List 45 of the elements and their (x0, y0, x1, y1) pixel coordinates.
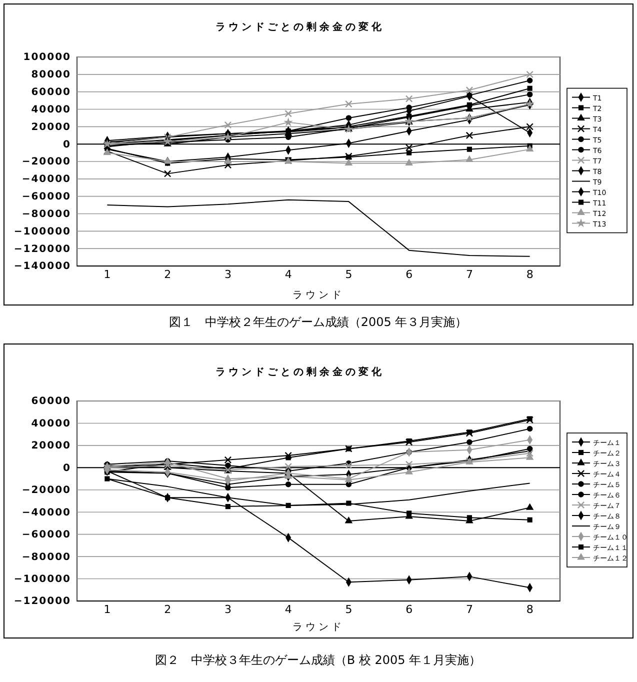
y-tick-label: −80000 (22, 208, 71, 220)
x-tick-label: 4 (284, 602, 292, 616)
y-tick-label: 20000 (31, 440, 71, 452)
x-tick-label: 8 (526, 268, 534, 281)
x-tick-label: 5 (345, 602, 352, 616)
x-tick-label: 6 (406, 602, 413, 616)
x-tick-label: 7 (466, 602, 473, 616)
x-tick-label: 1 (104, 268, 111, 281)
y-tick-label: −120000 (14, 596, 71, 608)
y-tick-label: 0 (63, 139, 71, 150)
y-tick-label: −20000 (22, 156, 71, 168)
caption: 図２ 中学校３年生のゲーム成績（B 校 2005 年１月実施） (154, 653, 482, 667)
y-tick-label: −60000 (22, 192, 71, 203)
x-tick-label: 3 (224, 602, 232, 616)
x-tick-label: 1 (104, 602, 111, 616)
x-tick-label: 2 (164, 602, 172, 616)
y-tick-label: −120000 (14, 244, 71, 255)
chart-title: ラウンドごとの剰余金の変化 (216, 21, 384, 33)
caption: 図１ 中学校２年生のゲーム成績（2005 年３月実施） (168, 315, 468, 329)
x-tick-label: 8 (526, 602, 534, 616)
x-tick-label: 3 (224, 268, 232, 281)
x-tick-label: 6 (406, 268, 413, 281)
y-tick-label: −140000 (14, 261, 71, 272)
y-tick-label: 40000 (31, 104, 71, 116)
y-tick-label: 0 (63, 462, 71, 474)
y-tick-label: −20000 (22, 485, 71, 496)
x-axis-title: ラウンド (292, 622, 344, 633)
x-axis-title: ラウンド (292, 290, 344, 301)
y-tick-label: 20000 (31, 122, 71, 133)
y-tick-label: 80000 (31, 70, 71, 81)
x-tick-label: 7 (466, 268, 473, 281)
y-tick-label: −40000 (22, 507, 71, 518)
x-tick-label: 5 (345, 268, 352, 281)
y-tick-label: −40000 (22, 174, 71, 186)
y-tick-label: −80000 (22, 552, 71, 563)
chart-title: ラウンドごとの剰余金の変化 (216, 366, 384, 378)
y-tick-label: 40000 (31, 418, 71, 430)
y-tick-label: −100000 (14, 226, 71, 238)
y-tick-label: 100000 (23, 52, 71, 64)
y-tick-label: 60000 (31, 396, 71, 408)
x-tick-label: 4 (284, 268, 292, 281)
x-tick-label: 2 (164, 268, 172, 281)
y-tick-label: −60000 (22, 530, 71, 541)
y-tick-label: −100000 (14, 574, 71, 585)
y-tick-label: 60000 (31, 87, 71, 98)
